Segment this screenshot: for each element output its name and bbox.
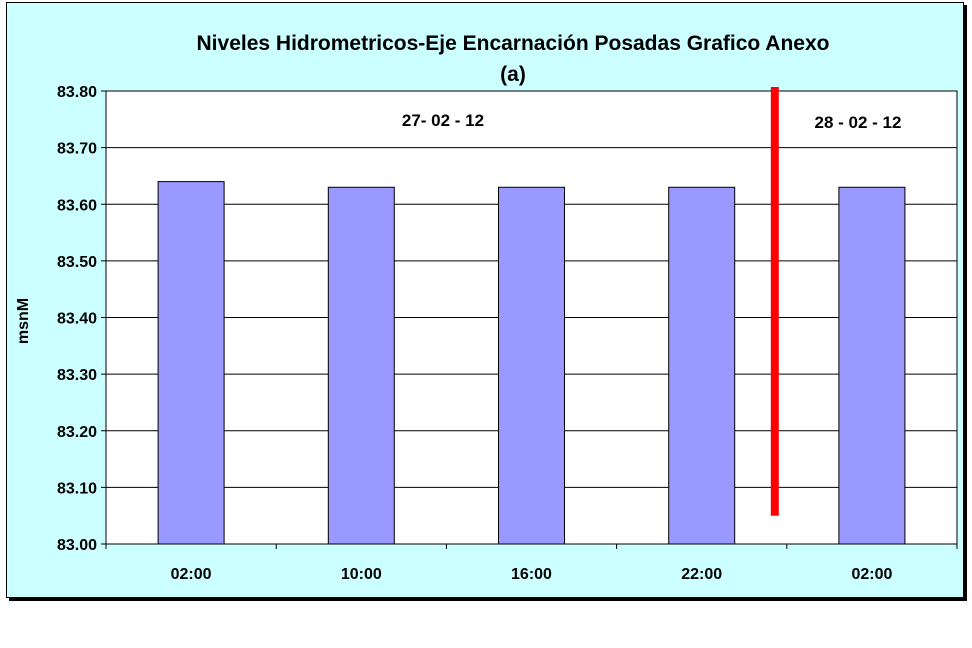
y-tick-label: 83.60: [57, 197, 97, 214]
y-tick-label: 83.40: [57, 311, 97, 328]
x-tick-label: 10:00: [341, 566, 382, 583]
bar: [498, 186, 565, 545]
chart-subtitle: (a): [500, 63, 526, 86]
chart-frame: Niveles Hidrometricos-Eje Encarnación Po…: [6, 2, 964, 598]
y-tick-label: 83.00: [57, 537, 97, 554]
bars: [157, 181, 906, 545]
chart-svg: Niveles Hidrometricos-Eje Encarnación Po…: [15, 32, 958, 583]
date-annotation-1: 27- 02 - 12: [402, 111, 484, 130]
bar: [838, 186, 906, 545]
x-axis-ticks: 02:00 10:00 16:00 22:00 02:00: [105, 544, 958, 583]
x-tick-label: 02:00: [171, 566, 212, 583]
x-tick-label: 16:00: [511, 566, 552, 583]
y-tick-label: 83.20: [57, 424, 97, 441]
y-axis-ticks: 83.00 83.10 83.20 83.30 83.40 83.50 83.60 83.70…: [57, 84, 106, 554]
bar: [157, 181, 225, 545]
y-tick-label: 83.70: [57, 141, 97, 158]
date-annotation-2: 28 - 02 - 12: [815, 113, 902, 132]
y-tick-label: 83.30: [57, 367, 97, 384]
x-tick-label: 02:00: [851, 566, 892, 583]
x-tick-label: 22:00: [681, 566, 722, 583]
y-tick-label: 83.10: [57, 480, 97, 497]
y-axis-label: msnM: [15, 298, 32, 344]
y-tick-label: 83.80: [57, 84, 97, 101]
chart-title: Niveles Hidrometricos-Eje Encarnación Po…: [197, 32, 830, 55]
bar: [668, 186, 736, 545]
y-tick-label: 83.50: [57, 254, 97, 271]
bar: [327, 186, 395, 545]
